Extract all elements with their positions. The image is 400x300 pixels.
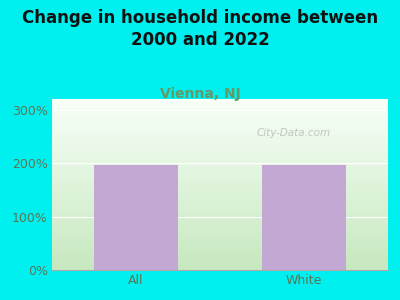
- Text: Vienna, NJ: Vienna, NJ: [160, 87, 240, 101]
- Text: City-Data.com: City-Data.com: [257, 128, 331, 138]
- Bar: [94, 165, 178, 270]
- Bar: [262, 165, 346, 270]
- Text: Change in household income between
2000 and 2022: Change in household income between 2000 …: [22, 9, 378, 49]
